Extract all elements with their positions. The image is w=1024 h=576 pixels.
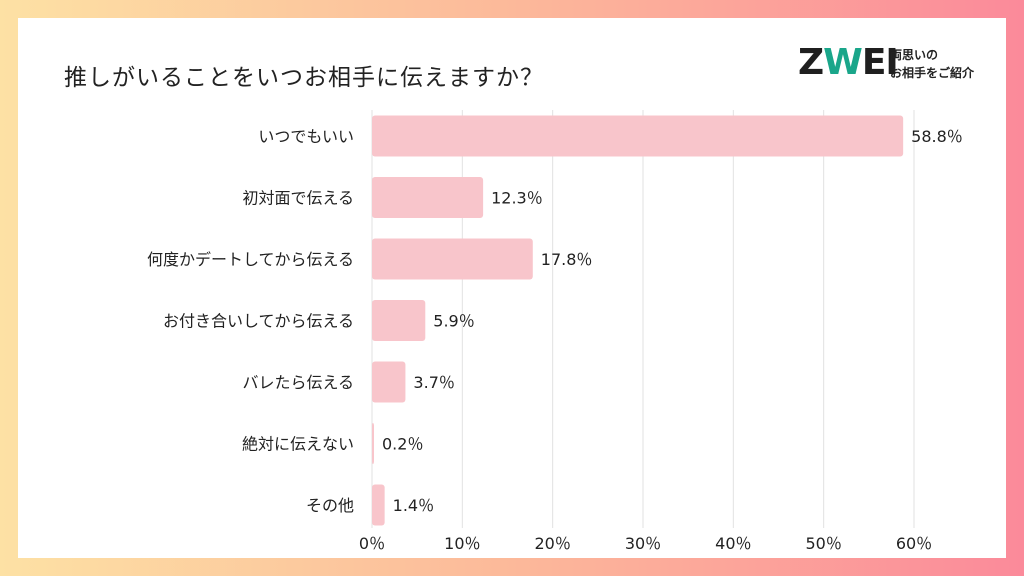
x-tick-label-60: 60％: [896, 534, 932, 553]
x-tick-label-10: 10％: [444, 534, 480, 553]
x-tick-label-40: 40％: [715, 534, 751, 553]
logo-letter-z: Z: [798, 42, 824, 83]
bar-4: [372, 361, 406, 403]
bar-1: [372, 177, 484, 218]
logo-heart-w: W: [823, 42, 863, 83]
bar-2: [372, 238, 533, 280]
bar-layer: [372, 115, 904, 526]
value-label-2: 17.8％: [541, 250, 593, 269]
category-label-6: その他: [306, 496, 354, 515]
bar-3: [372, 300, 426, 341]
label-layer: 0％ 10％ 20％ 30％ 40％ 50％ 60％ いつでもいい 58.8％ 初対面で伝える 12…: [147, 127, 963, 553]
value-label-3: 5.9％: [433, 312, 474, 331]
logo-tagline-line1: 両思いの: [890, 48, 939, 62]
logo-tagline: 両思いの お相手をご紹介: [890, 46, 998, 82]
value-label-0: 58.8％: [911, 127, 963, 146]
logo-letters-ei: EI: [861, 42, 899, 83]
category-label-5: 絶対に伝えない: [242, 435, 354, 454]
category-label-3: お付き合いしてから伝える: [163, 312, 354, 331]
x-tick-label-50: 50％: [805, 534, 841, 553]
bar-chart: 0％ 10％ 20％ 30％ 40％ 50％ 60％ いつでもいい 58.8％ 初対面で伝える 12…: [147, 110, 963, 553]
chart-title: 推しがいることをいつお相手に伝えますか？: [64, 65, 544, 91]
category-label-4: バレたら伝える: [242, 373, 354, 392]
category-label-0: いつでもいい: [258, 127, 354, 146]
bar-5: [372, 423, 374, 464]
chart-card: 推しがいることをいつお相手に伝えますか？ ZWEI 両思いの お相手をご紹介 0…: [18, 18, 1006, 558]
category-label-2: 何度かデートしてから伝える: [147, 250, 354, 269]
bar-0: [372, 115, 904, 157]
category-label-1: 初対面で伝える: [242, 189, 354, 208]
x-tick-label-20: 20％: [534, 534, 570, 553]
logo-tagline-line2: お相手をご紹介: [890, 66, 975, 80]
value-label-6: 1.4％: [393, 496, 434, 515]
logo-wordmark: ZWEI: [798, 42, 899, 83]
x-tick-label-0: 0％: [359, 534, 385, 553]
value-label-1: 12.3％: [491, 189, 543, 208]
x-tick-label-30: 30％: [625, 534, 661, 553]
value-label-4: 3.7％: [413, 373, 454, 392]
zwei-logo: ZWEI 両思いの お相手をご紹介: [798, 42, 998, 92]
value-label-5: 0.2％: [382, 435, 423, 454]
bar-6: [372, 484, 385, 526]
